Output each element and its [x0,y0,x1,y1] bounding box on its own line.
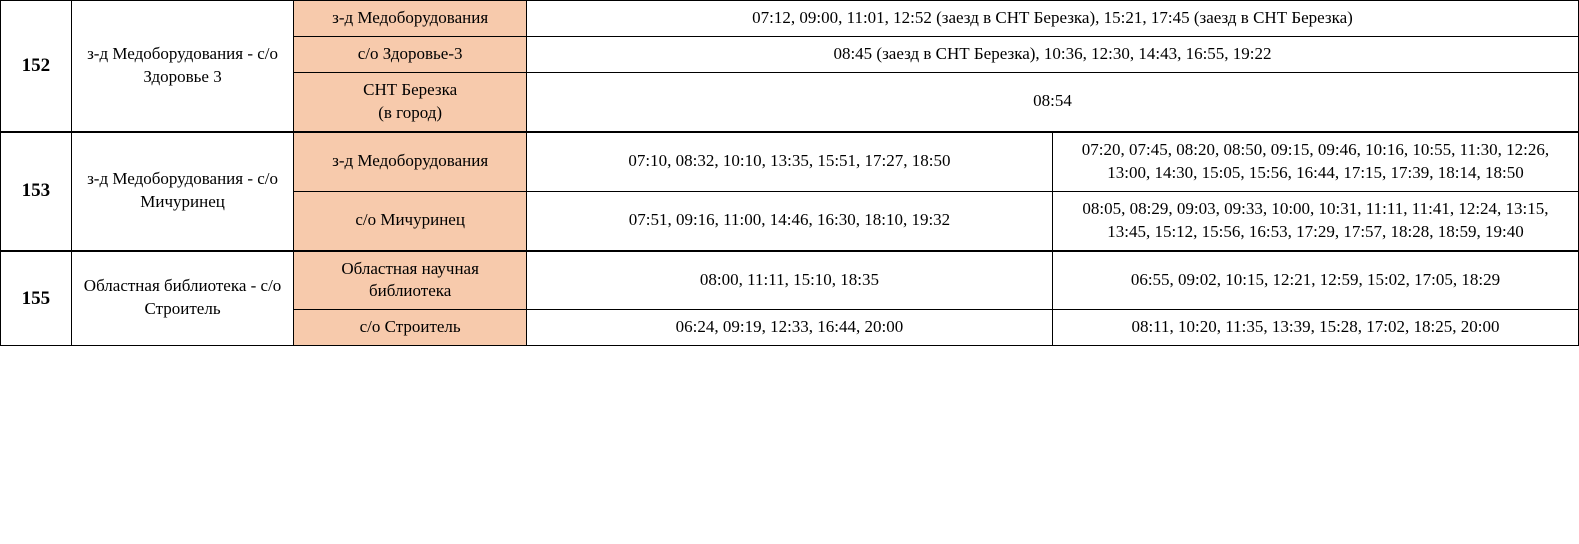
stop-name: СНТ Березка (в город) [294,72,527,131]
table-row: 152 з-д Медоборудования - с/о Здоровье 3… [1,1,1579,37]
departure-times-b: 08:11, 10:20, 11:35, 13:39, 15:28, 17:02… [1052,310,1578,346]
departure-times: 08:54 [526,72,1578,131]
stop-name: с/о Строитель [294,310,527,346]
stop-name-line1: СНТ Березка [363,80,457,99]
table-row: 155 Областная библиотека - с/о Строитель… [1,251,1579,310]
stop-name: с/о Здоровье-3 [294,36,527,72]
departure-times-a: 07:10, 08:32, 10:10, 13:35, 15:51, 17:27… [526,132,1052,191]
route-number: 153 [1,132,72,251]
departure-times-a: 06:24, 09:19, 12:33, 16:44, 20:00 [526,310,1052,346]
stop-name: с/о Мичуринец [294,191,527,250]
departure-times-b: 07:20, 07:45, 08:20, 08:50, 09:15, 09:46… [1052,132,1578,191]
stop-name-line2: (в город) [378,103,442,122]
route-name: Областная библиотека - с/о Строитель [71,251,294,346]
departure-times: 07:12, 09:00, 11:01, 12:52 (заезд в СНТ … [526,1,1578,37]
stop-name: з-д Медоборудования [294,1,527,37]
stop-name-line2: библиотека [369,281,451,300]
departure-times-b: 08:05, 08:29, 09:03, 09:33, 10:00, 10:31… [1052,191,1578,250]
route-name: з-д Медоборудования - с/о Мичуринец [71,132,294,251]
stop-name: з-д Медоборудования [294,132,527,191]
stop-name-line1: Областная научная [341,259,479,278]
table-row: 153 з-д Медоборудования - с/о Мичуринец … [1,132,1579,191]
departure-times-a: 07:51, 09:16, 11:00, 14:46, 16:30, 18:10… [526,191,1052,250]
departure-times-b: 06:55, 09:02, 10:15, 12:21, 12:59, 15:02… [1052,251,1578,310]
schedule-table: 152 з-д Медоборудования - с/о Здоровье 3… [0,0,1579,346]
departure-times-a: 08:00, 11:11, 15:10, 18:35 [526,251,1052,310]
route-number: 155 [1,251,72,346]
route-number: 152 [1,1,72,132]
departure-times: 08:45 (заезд в СНТ Березка), 10:36, 12:3… [526,36,1578,72]
route-name: з-д Медоборудования - с/о Здоровье 3 [71,1,294,132]
stop-name: Областная научная библиотека [294,251,527,310]
